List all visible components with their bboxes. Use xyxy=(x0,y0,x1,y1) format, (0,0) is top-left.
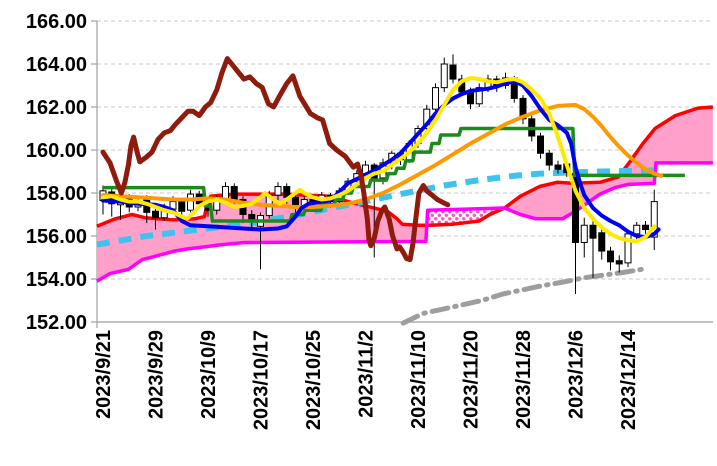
lines-over-candles xyxy=(100,56,685,263)
candle xyxy=(440,57,448,92)
x-axis-tick-label: 2023/10/17 xyxy=(251,330,273,430)
y-axis-tick-label: 154.00 xyxy=(26,269,87,291)
y-axis-tick-label: 158.00 xyxy=(26,183,87,205)
cloud-bearish-area xyxy=(427,208,505,226)
y-axis-tick-label: 156.00 xyxy=(26,226,87,248)
candle xyxy=(650,189,658,250)
x-axis-tick-label: 2023/9/29 xyxy=(146,330,168,419)
candle xyxy=(607,246,614,271)
kijun-green xyxy=(103,126,685,223)
senkou-b-magenta xyxy=(96,161,713,283)
candle xyxy=(545,150,553,171)
candle xyxy=(152,205,159,230)
candle-body-up xyxy=(650,201,658,238)
y-axis-tick-label: 166.00 xyxy=(26,11,87,33)
candle-body-down xyxy=(589,224,597,239)
candle-body-down xyxy=(615,260,623,265)
y-axis-tick-label: 152.00 xyxy=(26,312,87,334)
cloud-bullish-area xyxy=(504,107,713,219)
candle-body-up xyxy=(580,224,588,243)
candle xyxy=(624,229,632,268)
candle-body-down xyxy=(449,64,457,80)
y-axis-tick-label: 160.00 xyxy=(26,140,87,162)
x-axis-labels: 2023/9/21 2023/9/29 2023/10/9 2023/10/17 202… xyxy=(93,329,640,430)
x-axis-tick-label: 2023/11/2 xyxy=(356,330,378,418)
candle xyxy=(615,255,623,273)
x-axis-tick-label: 2023/10/9 xyxy=(198,330,220,419)
candle-body-down xyxy=(248,214,256,221)
candle xyxy=(580,217,588,258)
x-axis-tick-label: 2023/10/25 xyxy=(303,330,325,430)
candle xyxy=(274,182,282,202)
candle xyxy=(554,160,562,174)
candle-body-up xyxy=(274,186,282,196)
candle-body-up xyxy=(475,87,483,105)
candle-body-up xyxy=(440,63,448,89)
x-axis-tick-label: 2023/11/10 xyxy=(408,330,430,429)
candle-body-down xyxy=(607,250,614,263)
candle-body-down xyxy=(178,201,186,212)
y-axis-tick-label: 164.00 xyxy=(26,54,87,76)
ma-mid-blue xyxy=(101,79,661,240)
candle-body-up xyxy=(633,224,641,235)
candle xyxy=(432,83,439,114)
x-axis-tick-label: 2023/12/6 xyxy=(566,330,588,419)
candle-body-down xyxy=(554,164,562,170)
comparison-dark-red xyxy=(100,56,451,263)
candle xyxy=(589,220,597,278)
cloud-bullish-area xyxy=(96,194,428,282)
candle-body-down xyxy=(642,224,649,231)
candle xyxy=(475,83,483,107)
candle-body-up xyxy=(187,193,194,211)
candle-body-down xyxy=(230,186,238,200)
x-axis-tick-label: 2023/12/14 xyxy=(618,329,640,430)
candle xyxy=(598,229,606,260)
y-axis-tick-label: 162.00 xyxy=(26,97,87,119)
candle xyxy=(537,132,544,159)
candle xyxy=(449,54,457,84)
candle-body-down xyxy=(598,232,606,252)
x-axis-tick-label: 2023/9/21 xyxy=(93,330,115,419)
y-axis-labels: 166.00 164.00 162.00 160.00 158.00 156.00 154.… xyxy=(26,11,87,334)
candle-body-down xyxy=(152,210,159,219)
candle-body-down xyxy=(545,152,553,166)
x-axis-tick-label: 2023/11/28 xyxy=(513,330,535,429)
candle-body-up xyxy=(432,87,439,110)
candle-body-down xyxy=(537,135,544,154)
candle xyxy=(642,220,649,236)
ma-fast-yellow xyxy=(101,76,657,244)
x-axis-tick-label: 2023/11/20 xyxy=(461,330,483,429)
ma-slow-orange xyxy=(101,102,664,209)
trend-gray-dashdot xyxy=(400,266,645,326)
